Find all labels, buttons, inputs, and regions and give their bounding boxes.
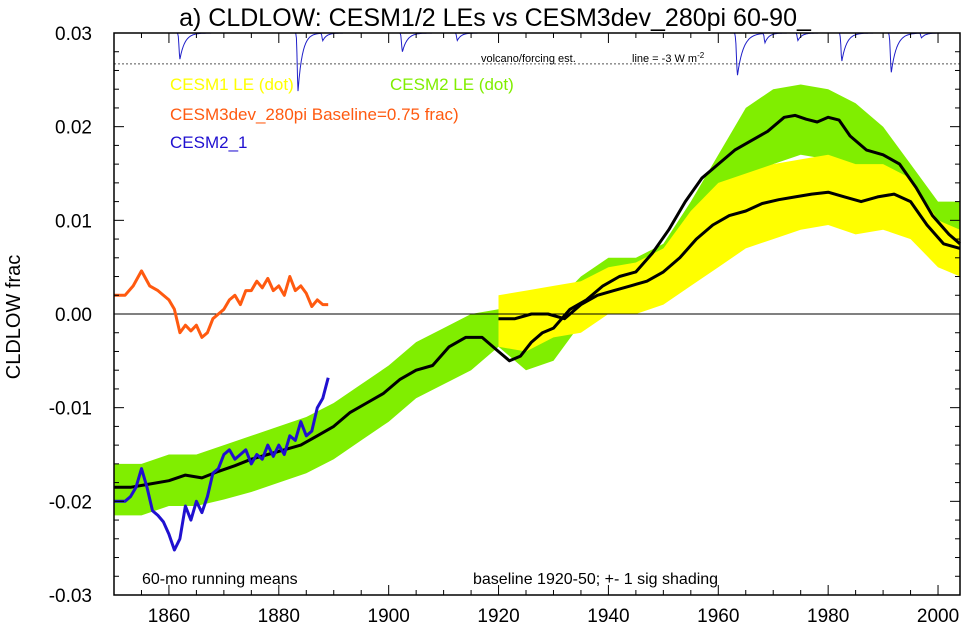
x-tick-label: 1860 bbox=[148, 606, 190, 627]
legend-cesm1: CESM1 LE (dot) bbox=[170, 75, 294, 94]
y-tick-label: -0.01 bbox=[49, 399, 92, 420]
scale-line-superscript: -2 bbox=[697, 51, 705, 60]
legend-cesm2: CESM2 LE (dot) bbox=[390, 75, 514, 94]
x-tick-label: 1880 bbox=[258, 606, 300, 627]
volcano-annotation: volcano/forcing est. bbox=[481, 53, 576, 65]
line-cesm3dev-280pi-baseline-0-75-frac bbox=[114, 269, 329, 339]
x-tick-label: 1960 bbox=[697, 606, 739, 627]
y-tick-label: -0.03 bbox=[49, 586, 92, 607]
x-tick-label: 1920 bbox=[477, 606, 519, 627]
y-tick-label: 0.02 bbox=[55, 118, 92, 139]
y-tick-label: 0.03 bbox=[55, 24, 92, 45]
y-tick-label: -0.02 bbox=[49, 492, 92, 513]
legend-cesm2-1: CESM2_1 bbox=[170, 133, 247, 152]
x-tick-label: 1940 bbox=[587, 606, 629, 627]
y-tick-label: 0.00 bbox=[55, 305, 92, 326]
chart-title: a) CLDLOW: CESM1/2 LEs vs CESM3dev_280pi… bbox=[179, 4, 812, 32]
line-cesm1-le-mean bbox=[498, 190, 961, 321]
baseline-annotation: baseline 1920-50; +- 1 sig shading bbox=[473, 571, 718, 588]
y-tick-label: 0.01 bbox=[55, 211, 92, 232]
x-tick-label: 1900 bbox=[368, 606, 410, 627]
x-tick-label: 2000 bbox=[917, 606, 959, 627]
line-cesm2-1 bbox=[114, 377, 330, 552]
x-tick-label: 1980 bbox=[807, 606, 849, 627]
y-axis-label: CLDLOW frac bbox=[3, 255, 25, 379]
plot-area: 1860 1880 1900 1920 1940 1960 1980 2000 -0.03 -0.… bbox=[49, 24, 961, 627]
legend-cesm3: CESM3dev_280pi Baseline=0.75 frac) bbox=[170, 105, 459, 124]
band-cesm1-le-dot bbox=[498, 154, 960, 352]
running-means-annotation: 60-mo running means bbox=[142, 571, 298, 588]
scale-line-annotation: line = -3 W m-2 bbox=[632, 51, 705, 65]
